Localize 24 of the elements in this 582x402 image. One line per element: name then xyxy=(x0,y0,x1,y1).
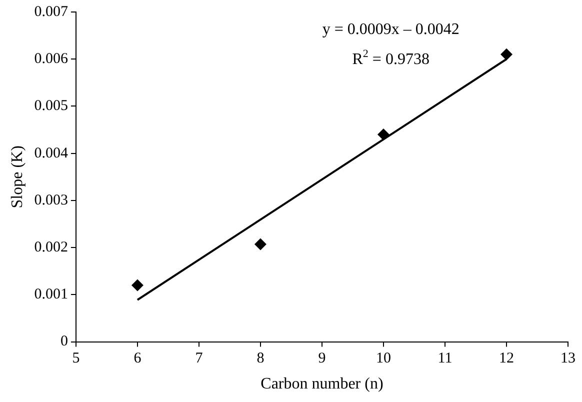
y-tick-label: 0.006 xyxy=(34,51,68,68)
x-tick-label: 10 xyxy=(376,350,391,367)
y-tick-label: 0.003 xyxy=(34,192,68,208)
y-tick-label: 0 xyxy=(60,334,68,350)
y-tick-label: 0.005 xyxy=(34,98,68,114)
x-tick-label: 8 xyxy=(256,350,264,367)
x-tick-label: 5 xyxy=(72,350,80,367)
x-tick-label: 12 xyxy=(498,350,514,367)
x-axis-title: Carbon number (n) xyxy=(260,376,384,393)
point xyxy=(131,279,144,292)
x-tick-label: 7 xyxy=(195,350,204,367)
y-axis-title: Slope (K) xyxy=(8,146,26,208)
point xyxy=(377,128,390,140)
y-tick-label: 0.004 xyxy=(34,145,68,162)
point xyxy=(500,48,512,60)
y-tick-label: 0.007 xyxy=(34,4,68,20)
annotation: y = 0.0009x – 0.0042 xyxy=(322,21,460,38)
x-tick-label: 13 xyxy=(560,350,576,367)
x-tick-label: 11 xyxy=(438,350,452,367)
point xyxy=(254,238,266,250)
x-tick-label: 6 xyxy=(134,350,142,367)
x-tick-label: 9 xyxy=(318,350,326,367)
y-tick-label: 0.001 xyxy=(34,286,68,303)
y-tick-label: 0.002 xyxy=(34,240,68,256)
